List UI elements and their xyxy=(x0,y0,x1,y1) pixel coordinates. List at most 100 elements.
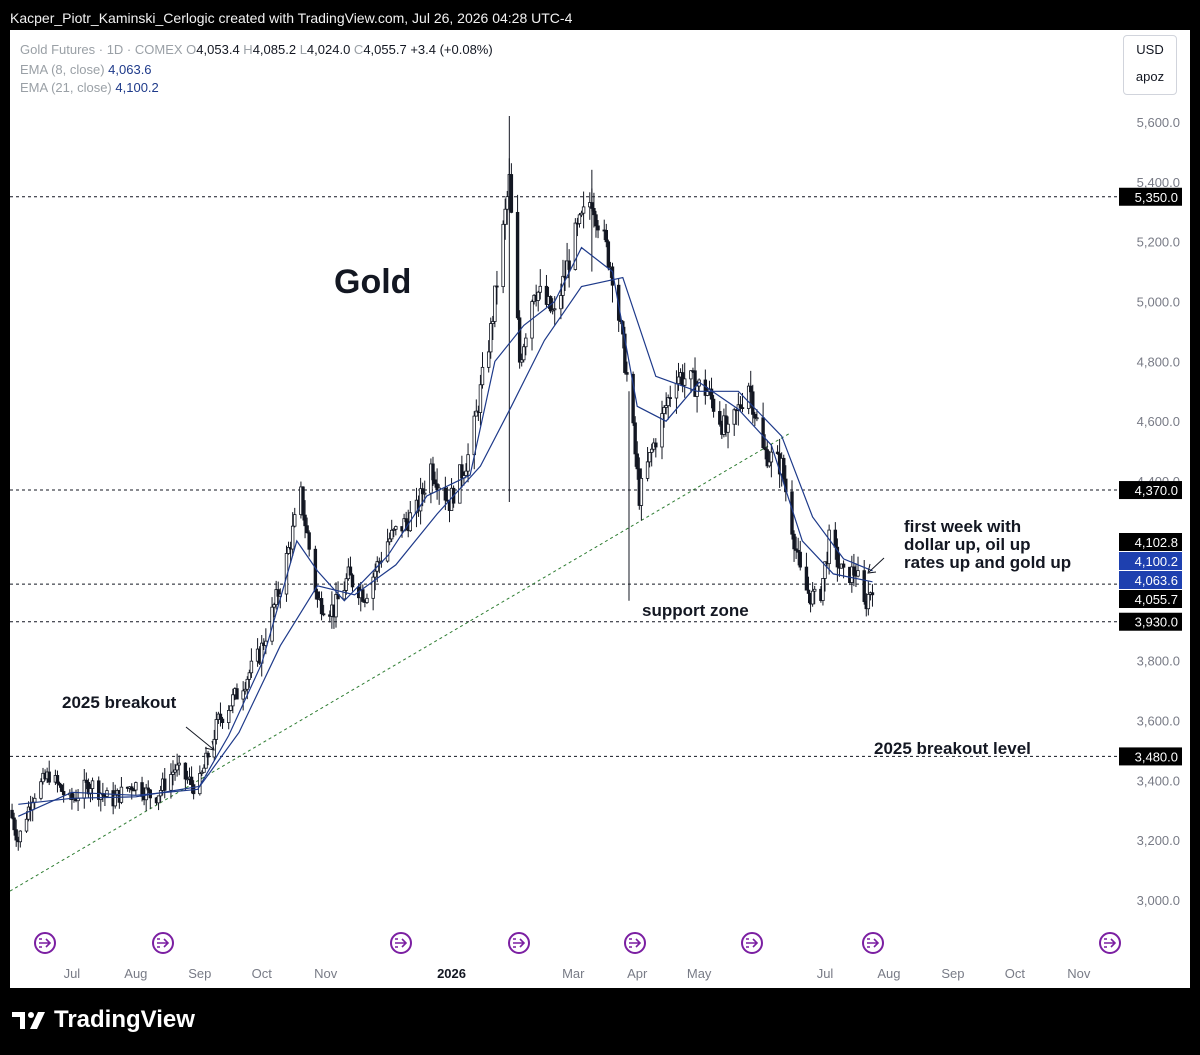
candle-body xyxy=(146,787,150,791)
candle-body xyxy=(631,373,635,424)
candle-body xyxy=(313,548,318,593)
chart-title: Gold xyxy=(334,263,411,301)
candle-body xyxy=(480,366,485,386)
candle-body xyxy=(639,478,644,506)
ema8-legend[interactable]: EMA (8, close) 4,063.6 xyxy=(20,62,152,77)
candle-body xyxy=(185,778,190,781)
event-marker-icon[interactable] xyxy=(390,932,412,954)
symbol-label[interactable]: Gold Futures · 1D · COMEX xyxy=(20,42,183,57)
price-tag xyxy=(1119,533,1182,551)
scale-mode-label[interactable]: apoz xyxy=(1135,69,1165,84)
candle-body xyxy=(806,589,811,594)
candle-body xyxy=(581,206,586,214)
candle-body xyxy=(59,784,64,792)
level-tag xyxy=(1119,612,1182,631)
annotation-2025-breakout-level: 2025 breakout level xyxy=(874,739,1031,758)
candle-body xyxy=(746,385,751,409)
candle-body xyxy=(505,196,509,210)
candle-body xyxy=(464,470,468,476)
candle-body xyxy=(573,222,578,270)
candle-body xyxy=(134,782,138,791)
arrow-breakout-head xyxy=(204,740,215,751)
candle-body xyxy=(654,442,658,448)
candle-body xyxy=(544,285,549,305)
candle-body xyxy=(394,526,398,530)
candle-body xyxy=(458,464,462,504)
tradingview-logo-icon xyxy=(12,1012,45,1029)
candle-body xyxy=(169,773,173,791)
tradingview-brand: TradingView xyxy=(54,1006,195,1033)
candle-body xyxy=(10,809,14,819)
price-tag-label: 4,102.8 xyxy=(1135,535,1178,550)
candle-body xyxy=(668,397,672,399)
candle-body xyxy=(466,454,470,472)
candle-body xyxy=(711,398,716,412)
ema21-legend[interactable]: EMA (21, close) 4,100.2 xyxy=(20,80,159,95)
candle-body xyxy=(390,529,394,540)
candle-body xyxy=(206,752,210,758)
candle-body xyxy=(666,397,670,407)
candle-body xyxy=(559,295,563,310)
event-marker-icon[interactable] xyxy=(741,932,763,954)
event-marker-icon[interactable] xyxy=(624,932,646,954)
event-marker-icon[interactable] xyxy=(862,932,884,954)
y-tick-label: 3,800.0 xyxy=(1137,654,1180,669)
candle-body xyxy=(218,713,223,720)
candle-body xyxy=(501,223,505,288)
ema21-line xyxy=(18,276,873,805)
event-marker-arrow xyxy=(395,938,408,948)
event-marker-icon[interactable] xyxy=(152,932,174,954)
price-tag xyxy=(1119,590,1182,608)
currency-unit-box[interactable]: USD apoz xyxy=(1123,35,1177,95)
ema8-label: EMA (8, close) xyxy=(20,62,105,77)
open-value: 4,053.4 xyxy=(196,42,240,57)
candle-body xyxy=(647,452,652,463)
close-label: C xyxy=(353,42,364,57)
level-tag xyxy=(1119,747,1182,766)
candle-body xyxy=(460,464,464,479)
candle-body xyxy=(235,688,239,700)
x-tick-label: Nov xyxy=(314,966,338,981)
candle-body xyxy=(763,447,767,451)
candle-body xyxy=(315,591,320,600)
candle-body xyxy=(229,705,233,711)
candle-body xyxy=(604,230,608,243)
candle-body xyxy=(86,782,91,795)
candle-body xyxy=(132,789,136,792)
event-marker-icon[interactable] xyxy=(508,932,530,954)
candle-body xyxy=(520,359,524,363)
event-marker-icon[interactable] xyxy=(1099,932,1121,954)
x-tick-label: 2026 xyxy=(437,966,466,981)
candle-body xyxy=(705,391,710,396)
y-tick-label: 3,400.0 xyxy=(1137,773,1180,788)
candle-body xyxy=(579,212,584,216)
high-value: 4,085.2 xyxy=(252,42,297,57)
candle-body xyxy=(88,788,93,795)
candle-body xyxy=(200,771,204,774)
candle-body xyxy=(202,767,206,773)
chart-panel[interactable]: Gold Futures · 1D · COMEX O4,053.4 H4,08… xyxy=(10,30,1190,988)
candle-body xyxy=(342,589,346,600)
candle-body xyxy=(286,547,291,554)
x-tick-label: Oct xyxy=(252,966,273,981)
y-tick-label: 3,600.0 xyxy=(1137,714,1180,729)
candle-body xyxy=(420,488,425,495)
candle-body xyxy=(823,561,827,579)
candle-body xyxy=(782,457,786,480)
x-tick-label: Oct xyxy=(1005,966,1026,981)
event-marker-icon[interactable] xyxy=(34,932,56,954)
annotation-first-week-line1: first week with xyxy=(904,517,1021,536)
y-tick-label: 3,200.0 xyxy=(1137,833,1180,848)
x-tick-label: Aug xyxy=(877,966,900,981)
candle-body xyxy=(660,413,664,448)
low-value: 4,024.0 xyxy=(306,42,351,57)
candle-body xyxy=(173,769,177,773)
candle-body xyxy=(39,781,43,799)
annotation-first-week-line3: rates up and gold up xyxy=(904,553,1071,572)
currency-label[interactable]: USD xyxy=(1136,42,1164,57)
candle-body xyxy=(794,548,798,551)
candle-body xyxy=(515,211,520,319)
tradingview-logo[interactable]: TradingView xyxy=(12,1006,195,1034)
candle-body xyxy=(227,710,231,724)
